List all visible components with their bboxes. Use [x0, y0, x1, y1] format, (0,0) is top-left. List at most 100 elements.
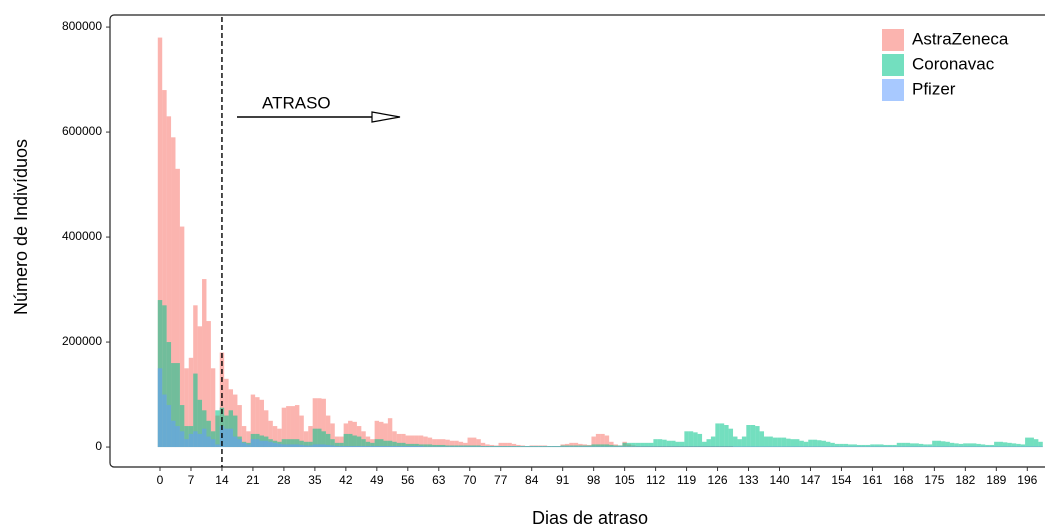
bar — [790, 446, 795, 448]
bar — [945, 446, 950, 448]
bar — [308, 445, 313, 448]
bar — [626, 446, 632, 448]
bar — [286, 444, 291, 448]
bar — [449, 445, 455, 448]
bar — [299, 415, 304, 448]
bar — [467, 446, 472, 448]
bar — [834, 443, 840, 448]
bar — [471, 445, 477, 448]
bar — [502, 446, 508, 448]
bar — [622, 442, 627, 448]
bar — [202, 428, 207, 448]
bar — [998, 446, 1003, 448]
bar — [188, 433, 194, 448]
bar — [387, 446, 393, 448]
bar — [157, 37, 163, 448]
bar — [365, 441, 371, 448]
bar — [1038, 441, 1043, 448]
bar — [405, 443, 411, 448]
bar — [210, 368, 216, 448]
bar — [184, 439, 189, 448]
bar — [741, 446, 747, 448]
bar — [932, 440, 937, 448]
bar — [392, 431, 397, 448]
bar — [702, 446, 707, 448]
bar — [595, 444, 601, 448]
bar — [233, 415, 238, 448]
bar — [383, 423, 388, 448]
bar — [777, 446, 782, 448]
bar — [263, 440, 269, 448]
bar — [498, 446, 503, 448]
bar — [1020, 446, 1026, 448]
bar — [591, 446, 596, 448]
bar — [281, 439, 287, 448]
bar — [440, 446, 446, 448]
bar — [520, 446, 526, 448]
bar — [162, 394, 167, 448]
bar — [724, 425, 729, 448]
bar — [507, 442, 512, 448]
bar — [418, 435, 424, 448]
bar — [171, 420, 176, 448]
bar — [480, 446, 486, 448]
bar — [206, 420, 211, 448]
bar — [839, 443, 844, 448]
bar — [604, 435, 610, 448]
x-tick-label: 70 — [463, 473, 477, 487]
bar — [609, 446, 614, 448]
bar — [750, 425, 756, 448]
bar — [308, 426, 313, 448]
bar — [365, 446, 371, 448]
bar — [564, 445, 570, 448]
bar — [396, 446, 402, 448]
bar — [374, 439, 380, 448]
bar — [339, 446, 344, 448]
bar — [675, 441, 680, 448]
bar — [321, 398, 326, 448]
bar — [635, 446, 641, 448]
x-tick-label: 49 — [370, 473, 384, 487]
bar — [197, 433, 203, 448]
bar — [870, 444, 875, 448]
bar — [179, 226, 185, 448]
bar — [237, 439, 242, 448]
bar — [166, 342, 172, 448]
bar — [923, 446, 928, 448]
bar — [286, 439, 291, 448]
bar — [719, 423, 725, 448]
bar — [746, 425, 751, 448]
bar — [1016, 446, 1021, 448]
x-tick-label: 98 — [587, 473, 601, 487]
bar — [879, 444, 884, 448]
bar — [666, 446, 672, 448]
bar — [162, 90, 167, 448]
bar — [294, 439, 300, 448]
bar — [193, 373, 198, 448]
bar — [604, 446, 610, 448]
bar — [361, 439, 366, 448]
bar — [401, 433, 406, 448]
bar — [657, 439, 663, 448]
bar — [998, 441, 1003, 448]
bar — [334, 442, 340, 448]
bar — [892, 444, 897, 448]
bar — [994, 446, 999, 448]
bar — [830, 446, 835, 448]
bar — [361, 431, 366, 448]
bar — [932, 446, 937, 448]
bar — [427, 444, 433, 448]
bar — [905, 446, 911, 448]
x-tick-label: 147 — [800, 473, 820, 487]
bar — [1025, 437, 1030, 448]
bar — [348, 446, 353, 448]
bar — [901, 446, 906, 448]
bar — [166, 116, 172, 448]
bar — [215, 410, 220, 448]
bar — [733, 446, 738, 448]
bar — [980, 444, 986, 448]
bar — [666, 440, 672, 448]
x-tick-label: 21 — [246, 473, 260, 487]
bar — [246, 444, 251, 448]
bar — [175, 363, 180, 448]
